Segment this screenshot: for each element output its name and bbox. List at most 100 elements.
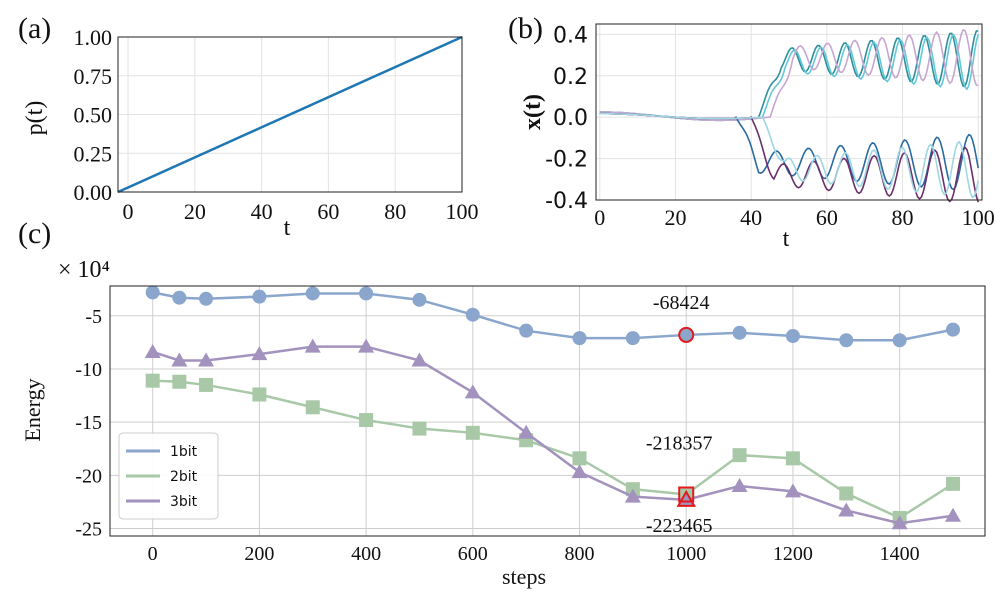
data-point-3bit — [891, 515, 908, 530]
panel-c-xtick-label: 0 — [148, 543, 158, 565]
data-point-1bit — [412, 292, 427, 307]
data-point-1bit — [465, 307, 480, 322]
data-point-2bit — [412, 421, 427, 436]
series-line-1bit — [152, 291, 954, 342]
panel-b-xtick-label: 40 — [740, 205, 762, 230]
highlight-label-1bit: -68424 — [653, 292, 710, 314]
panel-a-xlabel: t — [284, 215, 291, 241]
panel-c-xtick-label: 1000 — [666, 543, 706, 565]
data-point-1bit — [892, 333, 907, 348]
data-point-1bit — [732, 325, 747, 340]
panel-c-xlabel: steps — [502, 564, 546, 589]
data-point-3bit — [358, 338, 375, 353]
series-line-p — [117, 35, 463, 194]
panel-c-ytick-label: -15 — [75, 412, 102, 434]
data-point-3bit — [411, 352, 428, 367]
panel-a-series — [117, 35, 463, 194]
panel-b-ytick-label: 0.0 — [553, 106, 588, 131]
data-point-2bit — [252, 387, 267, 402]
data-point-1bit — [252, 289, 267, 304]
panel-b-series — [599, 28, 979, 203]
panel-b-label: (b) — [508, 12, 543, 45]
panel-c-xtick-label: 1400 — [880, 543, 920, 565]
panel-c-xtick-label: 200 — [244, 543, 274, 565]
panel-b-xlabel: t — [783, 226, 790, 252]
data-point-2bit — [732, 448, 747, 463]
panel-a-xtick-label: 80 — [384, 199, 406, 224]
data-point-3bit — [198, 352, 215, 367]
panel-a-xtick-label: 60 — [317, 199, 339, 224]
panel-b-xtick-label: 100 — [962, 205, 995, 230]
panel-c-ytick-label: -10 — [75, 359, 102, 381]
panel-c-frame — [109, 285, 986, 537]
panel-a-frame — [117, 36, 463, 193]
panel-a-xtick-label: 0 — [123, 199, 134, 224]
panel-b-xtick-label: 60 — [816, 205, 838, 230]
data-point-1bit — [305, 286, 320, 301]
panel-b: (b) 0 20 40 60 80 100 0.4 0.2 0.0 -0.2 -0.4 t x(t) — [508, 12, 995, 252]
data-point-2bit — [199, 377, 214, 392]
panel-b-xtick-label: 80 — [892, 205, 914, 230]
data-point-2bit — [785, 451, 800, 466]
panel-a-ytick-label: 0.00 — [74, 180, 113, 205]
panel-a-xtick-label: 40 — [251, 199, 273, 224]
panel-b-ticks: 0 20 40 60 80 100 0.4 0.2 0.0 -0.2 -0.4 — [545, 23, 995, 230]
panel-a-ytick-label: 0.50 — [74, 103, 113, 128]
panel-a-ytick-label: 0.75 — [74, 64, 113, 89]
data-point-1bit — [572, 331, 587, 346]
legend-label-1bit: 1bit — [170, 444, 198, 460]
panel-b-ytick-label: 0.4 — [553, 23, 588, 48]
data-point-3bit — [624, 488, 641, 503]
data-point-2bit — [945, 476, 960, 491]
data-point-3bit — [144, 343, 161, 358]
data-point-2bit — [359, 413, 374, 428]
data-point-2bit — [172, 374, 187, 389]
panel-a-ticks: 0 20 40 60 80 100 0.00 0.25 0.50 0.75 1.00 — [74, 25, 479, 224]
data-point-3bit — [838, 502, 855, 517]
panel-b-ytick-label: -0.4 — [545, 189, 588, 214]
highlight-marker-1bit — [678, 326, 695, 343]
series-line-3bit — [152, 345, 954, 525]
panel-c-xtick-label: 800 — [565, 543, 595, 565]
highlight-marker-3bit — [676, 489, 696, 507]
panel-a-xtick-label: 100 — [446, 199, 479, 224]
data-point-3bit — [571, 464, 588, 479]
panel-c-highlights: -68424 -218357 -223465 — [646, 292, 713, 537]
panel-c-xtick-label: 1200 — [773, 543, 813, 565]
data-point-3bit — [784, 483, 801, 498]
legend-label-3bit: 3bit — [170, 494, 198, 510]
panel-c-grid — [110, 286, 985, 536]
data-point-1bit — [679, 327, 694, 342]
panel-b-ylabel: x(t) — [520, 94, 546, 130]
data-point-1bit — [519, 323, 534, 338]
panel-a: (a) 0 20 40 60 80 100 0.00 0.25 0.50 0.75 1.00 t p… — [18, 12, 479, 241]
panel-c-ytick-label: -25 — [75, 519, 102, 541]
data-point-2bit — [145, 373, 160, 388]
data-point-1bit — [145, 285, 160, 300]
panel-c-legend: 1bit 2bit 3bit — [118, 432, 219, 520]
data-point-1bit — [625, 331, 640, 346]
data-point-1bit — [172, 290, 187, 305]
panel-b-ytick-label: 0.2 — [553, 65, 588, 90]
data-point-1bit — [199, 291, 214, 306]
data-point-3bit — [171, 352, 188, 367]
panel-c-ytick-label: -5 — [85, 306, 102, 328]
panel-c-ylabel: Energy — [20, 378, 45, 441]
panel-a-ytick-label: 0.25 — [74, 141, 113, 166]
data-point-2bit — [572, 451, 587, 466]
panel-c-ytick-label: -20 — [75, 465, 102, 487]
data-point-1bit — [785, 329, 800, 343]
data-point-3bit — [731, 478, 748, 492]
panel-c-xtick-label: 400 — [351, 543, 381, 565]
panel-b-xtick-label: 20 — [664, 205, 686, 230]
series-line-2bit — [152, 379, 954, 520]
panel-a-ylabel: p(t) — [22, 101, 48, 136]
data-point-1bit — [839, 333, 854, 348]
data-point-3bit — [518, 424, 535, 439]
panel-b-xtick-label: 0 — [594, 205, 605, 230]
series-line-lower-lightblue — [599, 112, 979, 199]
data-point-2bit — [839, 486, 854, 501]
panel-c: (c) × 10⁴ -68424 -218357 -223465 0 200 400 60… — [18, 217, 986, 589]
data-point-3bit — [251, 346, 268, 361]
